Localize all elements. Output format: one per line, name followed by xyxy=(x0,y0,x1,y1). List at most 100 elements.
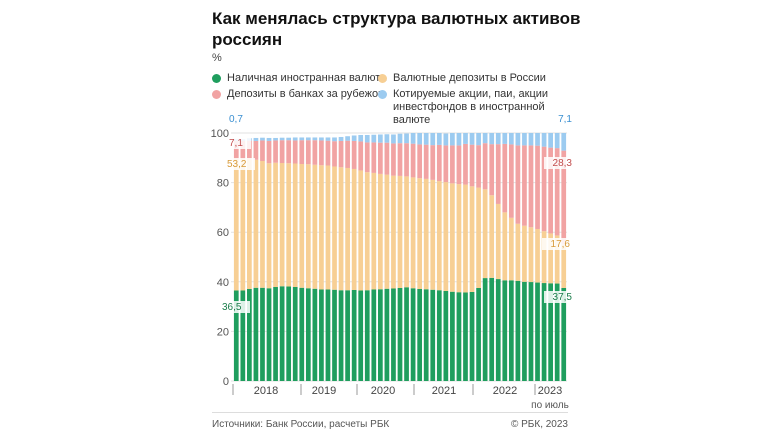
legend-item-stocks: Котируемые акции, паи, акции инвестфондо… xyxy=(378,88,578,127)
bar-s1-11 xyxy=(305,164,311,289)
bar-s3-41 xyxy=(502,133,508,144)
annotation-first-deposits-russia: 53,2 xyxy=(227,159,247,170)
year-label-2020: 2020 xyxy=(371,385,395,397)
bar-s1-23 xyxy=(384,174,390,289)
bar-s1-49 xyxy=(554,235,560,284)
bar-s1-8 xyxy=(286,163,292,287)
legend-label-deposits-russia: Валютные депозиты в России xyxy=(393,72,546,84)
annotation-first-cash-bg xyxy=(222,301,250,313)
y-tick-label-0: 0 xyxy=(223,376,229,388)
bar-s0-41 xyxy=(502,280,508,381)
bar-s1-3 xyxy=(253,159,259,288)
annotation-first-deposits-russia-bg xyxy=(227,158,255,170)
bar-s3-32 xyxy=(443,133,449,146)
bar-s0-8 xyxy=(286,286,292,381)
bar-s2-42 xyxy=(508,144,514,218)
bar-s2-43 xyxy=(515,145,521,224)
bar-s0-19 xyxy=(358,290,364,381)
bar-s0-34 xyxy=(456,292,462,381)
bar-s2-39 xyxy=(489,144,495,196)
bar-s2-33 xyxy=(450,145,455,184)
legend-dot-deposits-abroad xyxy=(212,90,221,99)
bar-s3-42 xyxy=(508,133,514,145)
bar-s3-21 xyxy=(371,134,377,143)
bar-s1-30 xyxy=(430,179,436,290)
bar-s1-32 xyxy=(443,182,449,291)
bar-s2-19 xyxy=(358,141,364,171)
bar-s2-38 xyxy=(482,143,488,190)
bar-s0-47 xyxy=(541,283,547,381)
bar-s3-16 xyxy=(338,136,344,141)
bar-s0-33 xyxy=(450,291,455,381)
bar-s1-47 xyxy=(541,231,547,284)
bar-s2-46 xyxy=(535,145,540,229)
bar-s1-1 xyxy=(240,159,246,291)
bar-s3-13 xyxy=(319,137,324,141)
bar-s2-24 xyxy=(391,143,396,176)
bar-s1-38 xyxy=(482,189,488,279)
bar-s3-25 xyxy=(397,133,403,144)
bar-s2-32 xyxy=(443,145,449,183)
bar-s3-38 xyxy=(482,133,488,144)
bar-s1-5 xyxy=(266,163,272,289)
annotation-first-cash: 36,5 xyxy=(222,302,242,313)
bar-s3-19 xyxy=(358,134,364,142)
bar-s0-10 xyxy=(299,287,305,381)
bar-s2-47 xyxy=(541,146,547,232)
bar-s0-49 xyxy=(554,283,560,381)
bar-s3-6 xyxy=(273,137,278,141)
bar-s2-15 xyxy=(332,141,337,167)
bar-s1-42 xyxy=(508,217,514,281)
bar-s3-37 xyxy=(476,133,481,146)
bar-s1-27 xyxy=(410,177,416,289)
annotation-last-deposits-abroad-bg xyxy=(544,157,572,169)
bar-s0-46 xyxy=(535,282,540,381)
bar-s0-4 xyxy=(260,287,265,381)
bar-s1-26 xyxy=(404,176,409,288)
bar-s3-23 xyxy=(384,134,390,143)
bar-s3-29 xyxy=(423,133,429,145)
annotation-last-cash: 37,5 xyxy=(553,292,573,303)
bar-s1-20 xyxy=(364,172,370,291)
bar-s1-34 xyxy=(456,184,462,293)
legend-item-deposits-abroad: Депозиты в банках за рубежом xyxy=(212,88,386,101)
bar-s2-21 xyxy=(371,142,377,173)
bar-s2-34 xyxy=(456,145,462,185)
bar-s2-17 xyxy=(345,140,350,168)
bar-s2-8 xyxy=(286,140,292,164)
unit-label: % xyxy=(212,52,222,64)
bar-s0-35 xyxy=(463,292,468,381)
bar-s3-27 xyxy=(410,133,416,144)
bar-s2-30 xyxy=(430,145,436,180)
legend-label-deposits-abroad: Депозиты в банках за рубежом xyxy=(227,88,386,100)
bar-s1-7 xyxy=(279,163,285,287)
bar-s1-24 xyxy=(391,175,396,289)
bar-s3-47 xyxy=(541,133,547,147)
bar-s0-43 xyxy=(515,280,521,381)
bar-s3-4 xyxy=(260,137,265,141)
bar-s3-36 xyxy=(469,133,475,145)
bar-s3-43 xyxy=(515,133,521,146)
bar-s1-29 xyxy=(423,178,429,290)
year-label-2023: 2023 xyxy=(538,385,562,397)
bar-s3-24 xyxy=(391,134,396,144)
bar-s3-17 xyxy=(345,136,350,141)
bar-s0-48 xyxy=(548,283,553,381)
bar-s0-5 xyxy=(266,288,272,381)
bar-s0-7 xyxy=(279,286,285,381)
year-note: по июль xyxy=(531,400,569,411)
bar-s2-41 xyxy=(502,143,508,213)
bar-s3-18 xyxy=(351,135,357,141)
bar-s0-18 xyxy=(351,289,357,381)
annotation-first-deposits-abroad: 7,1 xyxy=(229,138,243,149)
bar-s3-8 xyxy=(286,137,292,141)
bar-s0-32 xyxy=(443,290,449,381)
bar-s0-25 xyxy=(397,288,403,381)
bar-s2-13 xyxy=(319,140,324,166)
bar-s1-17 xyxy=(345,167,350,291)
bar-s2-4 xyxy=(260,140,265,162)
copyright: © РБК, 2023 xyxy=(510,419,568,430)
bar-s1-33 xyxy=(450,183,455,292)
bar-s0-36 xyxy=(469,291,475,381)
bar-s0-15 xyxy=(332,289,337,381)
